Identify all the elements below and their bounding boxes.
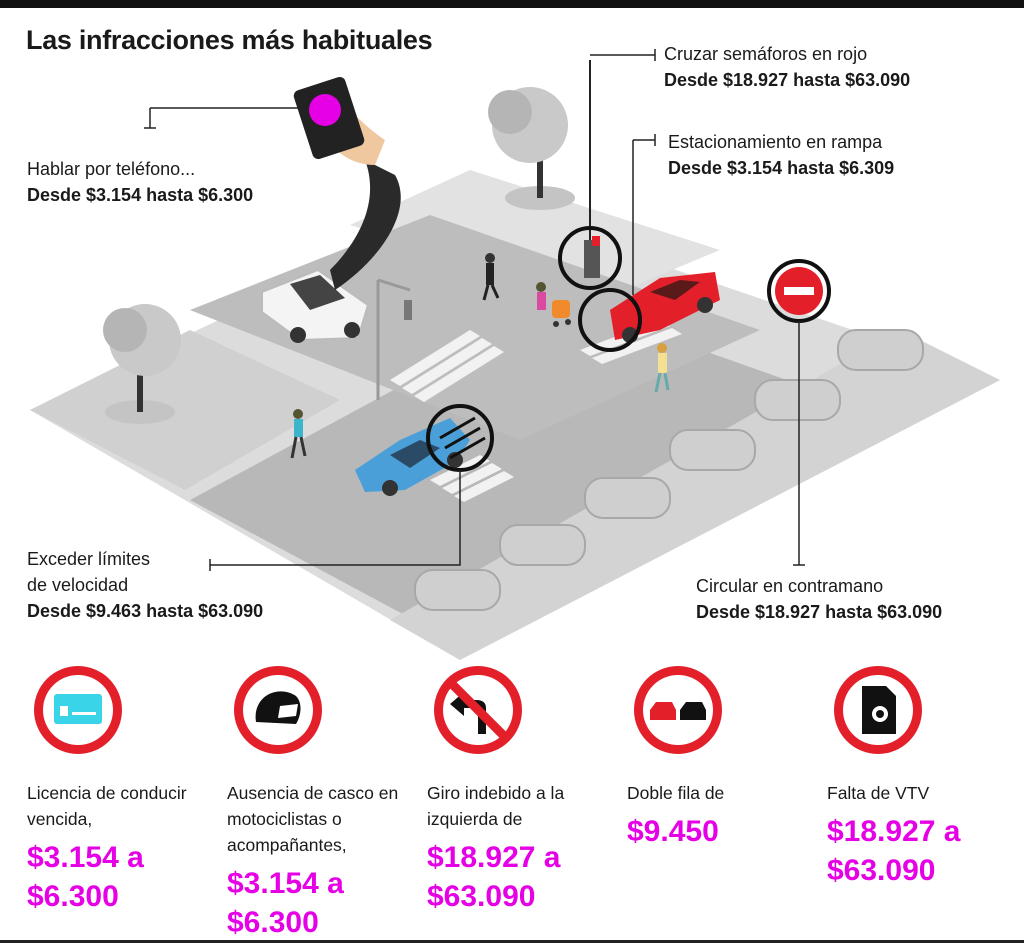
pedestrian-stroller bbox=[536, 282, 571, 327]
sidewalk-top bbox=[350, 170, 720, 300]
no-entry-sign bbox=[775, 267, 823, 315]
sidewalk-left bbox=[30, 330, 340, 490]
callout-speed: Exceder límites de velocidad Desde $9.46… bbox=[27, 546, 263, 624]
street-scene bbox=[30, 49, 1000, 660]
callout-red-light-range: Desde $18.927 hasta $63.090 bbox=[664, 70, 911, 90]
callout-ramp-range: Desde $3.154 hasta $6.309 bbox=[668, 158, 895, 178]
car-white bbox=[261, 268, 370, 343]
fine-left-turn: Giro indebido a la izquierda de $18.927 … bbox=[427, 780, 612, 916]
no-left-turn-icon bbox=[434, 666, 522, 754]
callout-red-light-label: Cruzar semáforos en rojo bbox=[664, 44, 868, 64]
fine-license: Licencia de conducir vencida, $3.154 a $… bbox=[27, 780, 212, 916]
fine-double-parking-price: $9.450 bbox=[627, 815, 719, 848]
fine-vtv-text: Falta de VTV bbox=[827, 783, 930, 803]
callout-speed-label-2: de velocidad bbox=[27, 575, 129, 595]
fine-license-price: $3.154 a $6.300 bbox=[27, 841, 144, 913]
license-card-icon bbox=[34, 666, 122, 754]
fine-double-parking: Doble fila de $9.450 bbox=[627, 780, 812, 851]
double-parking-icon bbox=[634, 666, 722, 754]
fine-left-turn-price: $18.927 a $63.090 bbox=[427, 841, 561, 913]
callout-speed-label-1: Exceder límites bbox=[27, 549, 151, 569]
hedges bbox=[414, 329, 924, 611]
speed-lines bbox=[439, 416, 486, 460]
vtv-document-icon bbox=[834, 666, 922, 754]
sidewalk-right bbox=[390, 330, 1000, 660]
street-lamp bbox=[376, 278, 411, 400]
callout-ramp: Estacionamiento en rampa Desde $3.154 ha… bbox=[668, 129, 894, 181]
bottom-rule bbox=[0, 940, 1024, 943]
callout-wrong-way-range: Desde $18.927 hasta $63.090 bbox=[696, 602, 943, 622]
fine-helmet: Ausencia de casco en motociclistas o aco… bbox=[227, 780, 412, 942]
leader-lines bbox=[149, 54, 800, 566]
callout-red-light: Cruzar semáforos en rojo Desde $18.927 h… bbox=[664, 41, 910, 93]
fine-helmet-price: $3.154 a $6.300 bbox=[227, 867, 344, 939]
helmet-icon bbox=[234, 666, 322, 754]
fine-double-parking-text: Doble fila de bbox=[627, 783, 725, 803]
pedestrian-3 bbox=[654, 343, 670, 393]
fine-license-text: Licencia de conducir vencida, bbox=[27, 783, 187, 829]
callout-phone-range: Desde $3.154 hasta $6.300 bbox=[27, 185, 254, 205]
car-red bbox=[610, 272, 720, 343]
tree-right bbox=[488, 87, 575, 210]
traffic-light-small bbox=[404, 300, 412, 320]
pedestrian-1 bbox=[482, 253, 500, 301]
fine-helmet-text: Ausencia de casco en motociclistas o aco… bbox=[227, 783, 399, 855]
pedestrian-2 bbox=[290, 409, 307, 459]
callout-wrong-way: Circular en contramano Desde $18.927 has… bbox=[696, 573, 942, 625]
tree-left bbox=[103, 304, 181, 424]
fine-vtv-price: $18.927 a $63.090 bbox=[827, 815, 961, 887]
callout-ramp-label: Estacionamiento en rampa bbox=[668, 132, 883, 152]
fine-vtv: Falta de VTV $18.927 a $63.090 bbox=[827, 780, 1012, 890]
fine-left-turn-text: Giro indebido a la izquierda de bbox=[427, 783, 565, 829]
traffic-light bbox=[584, 60, 600, 278]
page-title: Las infracciones más habituales bbox=[26, 25, 433, 55]
callout-phone-label: Hablar por teléfono... bbox=[27, 159, 196, 179]
callout-phone: Hablar por teléfono... Desde $3.154 hast… bbox=[27, 156, 253, 208]
phone-arm bbox=[293, 76, 401, 290]
road-main bbox=[190, 300, 900, 650]
top-rule bbox=[0, 0, 1024, 8]
callout-speed-range: Desde $9.463 hasta $63.090 bbox=[27, 601, 264, 621]
callout-wrong-way-label: Circular en contramano bbox=[696, 576, 884, 596]
